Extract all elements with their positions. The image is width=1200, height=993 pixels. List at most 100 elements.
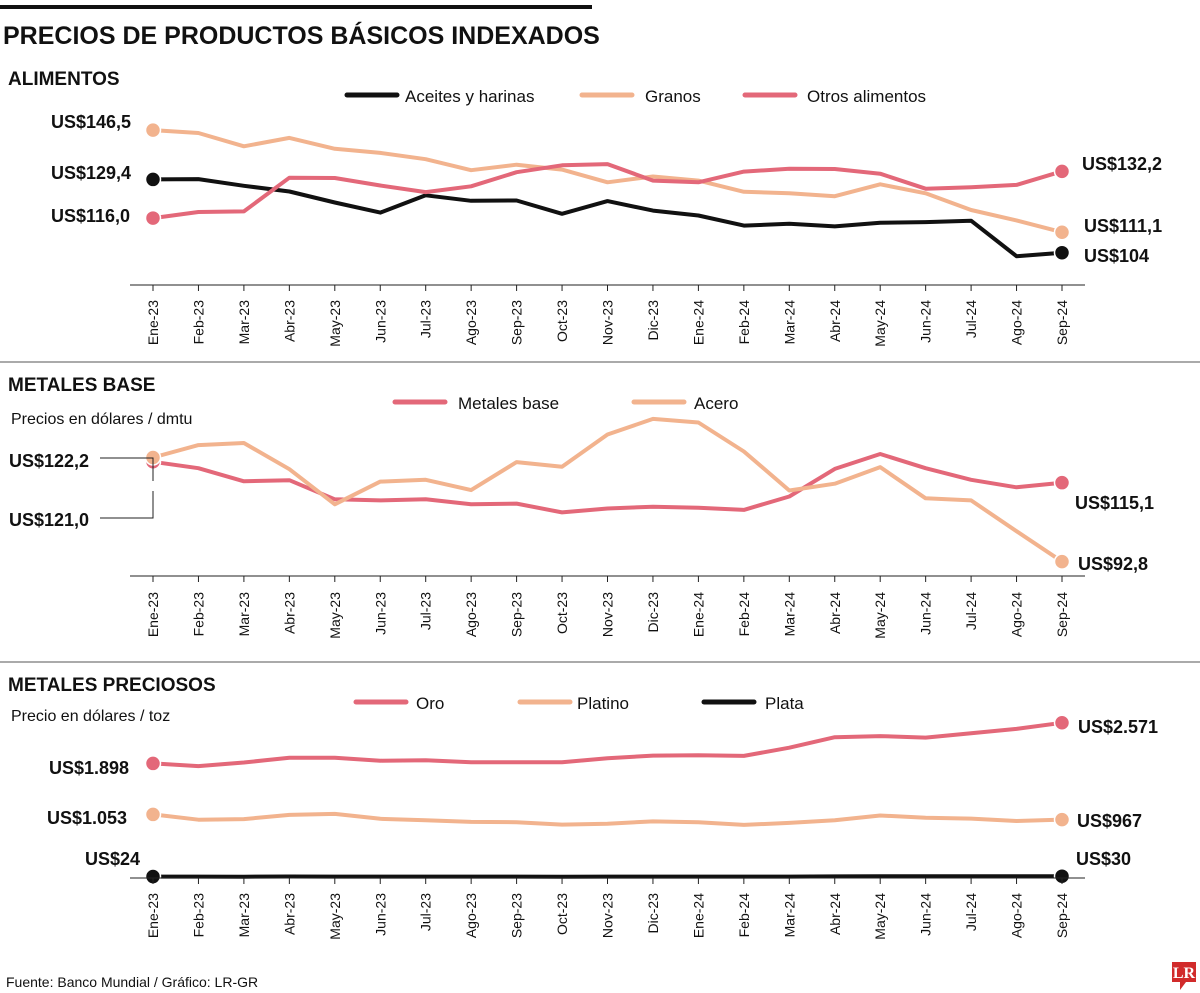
x-tick-label: Jun-24	[918, 893, 934, 936]
endpoint-marker-aceites-y-harinas	[1053, 244, 1071, 261]
x-tick-label: Abr-23	[281, 300, 297, 342]
legend-label-platino: Platino	[577, 694, 629, 713]
panel-alimentos: ALIMENTOS Aceites y harinas Granos Otros…	[8, 69, 1162, 347]
x-tick-label: Abr-23	[281, 893, 297, 935]
endpoint-marker-metales-base	[1053, 474, 1071, 491]
endpoint-marker-acero	[1053, 553, 1071, 570]
series-line-plata	[151, 874, 1064, 879]
endpoint-marker-plata	[144, 868, 162, 885]
source-note: Fuente: Banco Mundial / Gráfico: LR-GR	[6, 974, 258, 990]
legend-metales-preciosos: Oro Platino Plata	[353, 694, 804, 713]
x-tick-label: Jul-24	[963, 893, 979, 931]
leader-line-metales-base	[100, 491, 154, 519]
x-tick-label: Ago-24	[1009, 592, 1025, 637]
endpoint-marker-granos	[1053, 223, 1071, 241]
x-axis-metales-preciosos: Ene-23 Feb-23 Mar-23 Abr-23 May-23 Jun-23 Jul-…	[130, 877, 1085, 940]
x-axis-alimentos: Ene-23 Feb-23 Mar-23 Abr-23 May-23 Jun-23 Jul-…	[130, 284, 1085, 347]
series-line-aceites-y-harinas	[151, 177, 1064, 259]
x-tick-label: Mar-24	[781, 300, 797, 345]
legend-label-aceites: Aceites y harinas	[405, 87, 534, 106]
chart-title: PRECIOS DE PRODUCTOS BÁSICOS INDEXADOS	[3, 21, 600, 50]
legend-metales-base: Metales base Acero	[392, 394, 738, 413]
x-tick-label: Mar-23	[236, 893, 252, 938]
x-tick-label: Ago-23	[463, 300, 479, 345]
x-tick-label: Abr-24	[827, 300, 843, 342]
panel-metales-preciosos: METALES PRECIOSOS Precio en dólares / to…	[8, 675, 1158, 940]
x-tick-label: Abr-23	[281, 592, 297, 634]
lr-logo: LR	[1172, 962, 1196, 990]
x-tick-label: Jul-23	[418, 893, 434, 931]
x-tick-label: Jun-23	[372, 893, 388, 936]
legend-label-granos: Granos	[645, 87, 701, 106]
x-tick-label: May-24	[872, 893, 888, 940]
x-tick-label: Ago-24	[1009, 300, 1025, 345]
panel-subtitle-metales-base: Precios en dólares / dmtu	[11, 411, 192, 428]
panel-title-metales-base: METALES BASE	[8, 375, 155, 396]
legend-label-otros: Otros alimentos	[807, 87, 926, 106]
x-tick-label: Jun-23	[372, 300, 388, 343]
x-axis-metales-base: Ene-23 Feb-23 Mar-23 Abr-23 May-23 Jun-23 Jul-…	[130, 575, 1085, 639]
x-tick-label: Ene-23	[145, 300, 161, 345]
series-line-oro	[151, 720, 1064, 769]
x-tick-label: Jun-24	[918, 300, 934, 343]
panel-title-metales-preciosos: METALES PRECIOSOS	[8, 675, 216, 696]
x-tick-label: Sep-24	[1054, 893, 1070, 938]
endpoint-marker-granos	[144, 121, 162, 139]
x-tick-label: Ene-24	[690, 893, 706, 938]
x-tick-label: Sep-23	[509, 592, 525, 637]
x-tick-label: Nov-23	[600, 300, 616, 345]
endpoint-marker-platino	[144, 806, 162, 823]
x-tick-label: Nov-23	[600, 893, 616, 938]
x-tick-label: Ene-23	[145, 592, 161, 637]
legend-label-oro: Oro	[416, 694, 444, 713]
x-tick-label: Feb-23	[190, 893, 206, 938]
series-line-granos	[151, 128, 1064, 235]
panel-metales-base: METALES BASE Precios en dólares / dmtu M…	[8, 375, 1154, 639]
lr-logo-badge	[1172, 962, 1196, 990]
x-tick-label: Jul-24	[963, 592, 979, 630]
x-tick-label: Oct-23	[554, 893, 570, 935]
x-tick-label: May-24	[872, 300, 888, 347]
end-label-otros: US$132,2	[1082, 154, 1162, 174]
x-tick-label: Jul-24	[963, 300, 979, 338]
legend-label-plata: Plata	[765, 694, 804, 713]
end-label-plata: US$30	[1076, 849, 1131, 869]
x-tick-label: Sep-24	[1054, 300, 1070, 345]
end-label-platino: US$967	[1077, 811, 1142, 831]
series-line-metales-base	[151, 452, 1064, 515]
x-tick-label: Sep-23	[509, 300, 525, 345]
x-tick-label: Oct-23	[554, 300, 570, 342]
panel-title-alimentos: ALIMENTOS	[8, 69, 120, 90]
x-tick-label: Feb-24	[736, 592, 752, 637]
x-tick-label: Ene-23	[145, 893, 161, 938]
x-tick-label: Sep-23	[509, 893, 525, 938]
title-rule	[0, 5, 592, 9]
endpoint-marker-aceites-y-harinas	[144, 171, 162, 188]
x-tick-label: May-23	[327, 592, 343, 639]
x-tick-label: Mar-24	[781, 592, 797, 637]
x-tick-label: Feb-23	[190, 300, 206, 345]
x-tick-label: Jun-23	[372, 592, 388, 635]
x-tick-label: Ago-24	[1009, 893, 1025, 938]
x-tick-label: May-24	[872, 592, 888, 639]
x-tick-label: Dic-23	[645, 893, 661, 934]
start-label-otros: US$116,0	[51, 206, 130, 226]
x-tick-label: Abr-24	[827, 592, 843, 634]
end-label-metales-base: US$115,1	[1075, 493, 1154, 513]
x-tick-label: Jun-24	[918, 592, 934, 635]
x-tick-label: Jul-23	[418, 300, 434, 338]
series-line-platino	[151, 811, 1064, 827]
x-tick-label: Abr-24	[827, 893, 843, 935]
lr-logo-text: LR	[1173, 965, 1196, 982]
start-label-metales-base: US$121,0	[9, 510, 89, 530]
endpoint-marker-otros-alimentos	[144, 209, 162, 227]
x-tick-label: Mar-23	[236, 592, 252, 637]
x-tick-label: Ago-23	[463, 592, 479, 637]
x-tick-label: Dic-23	[645, 300, 661, 341]
x-tick-label: May-23	[327, 300, 343, 347]
x-tick-label: May-23	[327, 893, 343, 940]
legend-alimentos: Aceites y harinas Granos Otros alimentos	[344, 87, 926, 106]
start-label-oro: US$1.898	[49, 758, 129, 778]
